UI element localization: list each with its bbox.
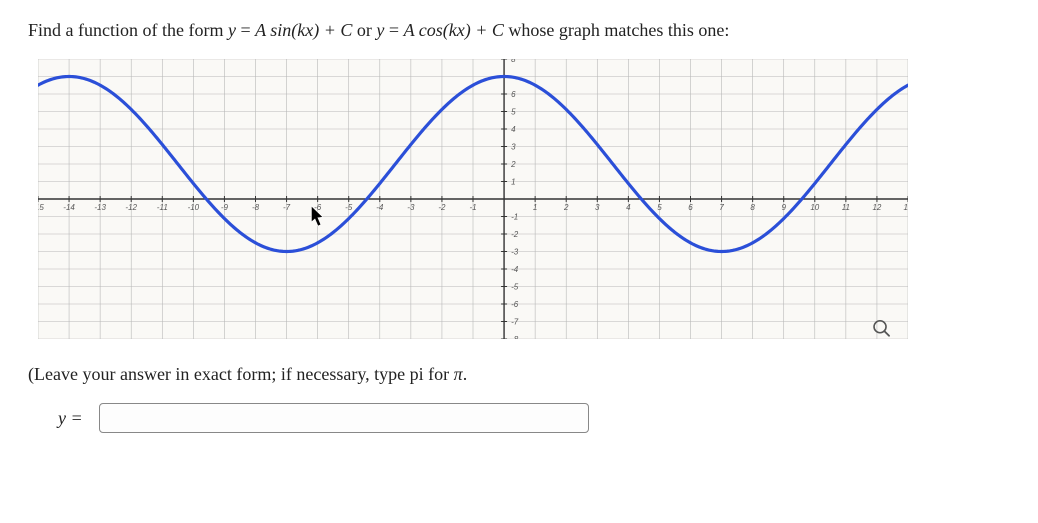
svg-text:10: 10 (810, 203, 819, 212)
question-prompt: Find a function of the form y = A sin(kx… (28, 20, 1010, 41)
svg-text:-6: -6 (511, 300, 519, 309)
graph-svg[interactable]: -15-14-13-12-11-10-9-8-7-6-5-4-3-2-11234… (38, 59, 908, 339)
svg-text:1: 1 (511, 178, 515, 187)
hint-text: (Leave your answer in exact form; if nec… (28, 364, 1010, 385)
svg-text:-4: -4 (511, 265, 519, 274)
svg-text:-3: -3 (407, 203, 415, 212)
svg-text:-4: -4 (376, 203, 384, 212)
eq1-rhs: A sin(kx) + C (255, 20, 352, 40)
svg-text:4: 4 (511, 125, 516, 134)
svg-text:1: 1 (533, 203, 537, 212)
svg-text:-9: -9 (221, 203, 229, 212)
svg-text:-3: -3 (511, 248, 519, 257)
svg-text:-2: -2 (438, 203, 446, 212)
prompt-prefix: Find a function of the form (28, 20, 228, 40)
svg-text:5: 5 (657, 203, 662, 212)
svg-text:-8: -8 (252, 203, 260, 212)
svg-text:6: 6 (511, 90, 516, 99)
svg-text:-10: -10 (188, 203, 200, 212)
svg-text:2: 2 (510, 160, 516, 169)
svg-text:11: 11 (842, 203, 850, 212)
prompt-or: or (357, 20, 377, 40)
svg-text:-8: -8 (511, 335, 519, 339)
prompt-suffix: whose graph matches this one: (508, 20, 729, 40)
eq1-lhs: y (228, 20, 236, 40)
answer-row: y = (58, 403, 1010, 433)
svg-text:-1: -1 (511, 213, 518, 222)
svg-text:-13: -13 (94, 203, 106, 212)
svg-text:2: 2 (563, 203, 569, 212)
svg-text:4: 4 (626, 203, 631, 212)
svg-text:5: 5 (511, 108, 516, 117)
svg-text:3: 3 (511, 143, 516, 152)
svg-text:-5: -5 (345, 203, 353, 212)
answer-input[interactable] (99, 403, 589, 433)
svg-text:8: 8 (750, 203, 755, 212)
svg-text:6: 6 (688, 203, 693, 212)
svg-text:-11: -11 (157, 203, 168, 212)
svg-text:-2: -2 (511, 230, 519, 239)
svg-text:-7: -7 (283, 203, 291, 212)
svg-text:3: 3 (595, 203, 600, 212)
svg-text:-5: -5 (511, 283, 519, 292)
svg-text:9: 9 (781, 203, 786, 212)
svg-text:-14: -14 (63, 203, 75, 212)
function-graph[interactable]: -15-14-13-12-11-10-9-8-7-6-5-4-3-2-11234… (38, 59, 1010, 344)
answer-label: y = (58, 408, 83, 429)
svg-text:-1: -1 (469, 203, 476, 212)
svg-text:-12: -12 (125, 203, 137, 212)
eq2-rhs: A cos(kx) + C (404, 20, 504, 40)
svg-text:-7: -7 (511, 318, 519, 327)
svg-text:-15: -15 (38, 203, 44, 212)
svg-text:7: 7 (719, 203, 724, 212)
svg-text:8: 8 (511, 59, 516, 64)
svg-text:13: 13 (904, 203, 908, 212)
svg-text:12: 12 (872, 203, 881, 212)
